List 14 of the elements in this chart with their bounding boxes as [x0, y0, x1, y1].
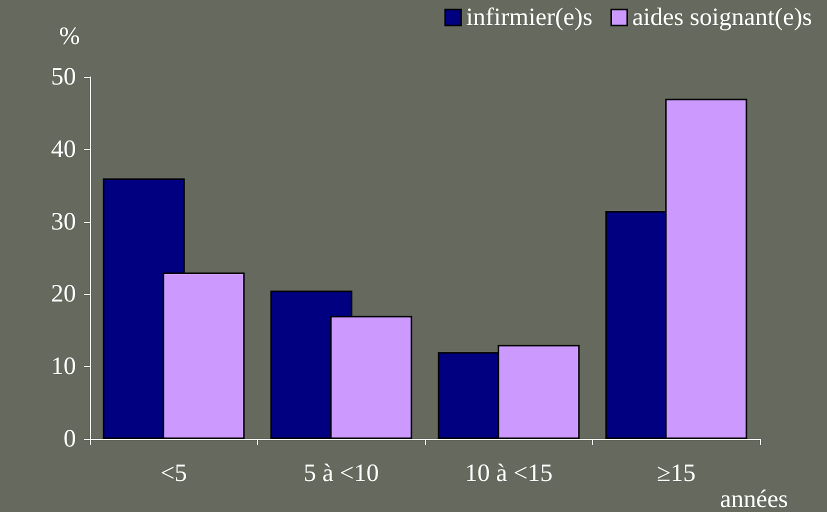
y-axis-title: %: [59, 23, 80, 50]
x-tick-label: <5: [160, 460, 188, 487]
y-tick-label: 20: [51, 280, 76, 308]
y-tick-label: 0: [64, 426, 76, 452]
y-tick-label: 10: [51, 353, 76, 380]
legend-label: infirmier(e)s: [466, 4, 592, 31]
y-tick-label: 30: [51, 208, 76, 236]
legend-label: aides soignant(e)s: [632, 4, 812, 31]
x-axis-title: années: [720, 486, 788, 512]
x-tick-label: 5 à <10: [304, 460, 379, 487]
x-tick-label: 10 à <15: [464, 460, 553, 487]
y-tick-label: 40: [51, 136, 76, 163]
x-tick-label: ≥15: [656, 460, 696, 487]
y-tick-label: 50: [51, 64, 76, 90]
